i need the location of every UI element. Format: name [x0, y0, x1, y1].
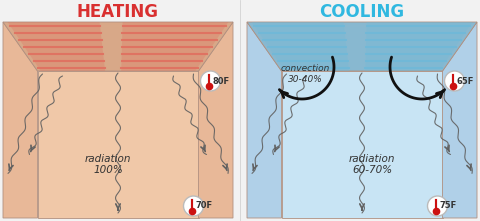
- Polygon shape: [37, 71, 199, 218]
- Polygon shape: [121, 22, 228, 71]
- Text: 80F: 80F: [213, 76, 229, 86]
- Text: convection
30-40%: convection 30-40%: [280, 64, 330, 84]
- Polygon shape: [281, 71, 443, 218]
- Polygon shape: [3, 22, 37, 218]
- Text: HEATING: HEATING: [77, 3, 159, 21]
- Text: radiation
60-70%: radiation 60-70%: [349, 154, 395, 175]
- Polygon shape: [247, 22, 477, 71]
- Polygon shape: [8, 22, 105, 71]
- Polygon shape: [247, 22, 281, 218]
- Text: 65F: 65F: [456, 76, 474, 86]
- Text: radiation
100%: radiation 100%: [85, 154, 131, 175]
- Circle shape: [428, 196, 447, 216]
- Circle shape: [444, 71, 465, 91]
- Circle shape: [201, 71, 220, 91]
- Polygon shape: [252, 22, 349, 71]
- Text: 75F: 75F: [440, 202, 457, 210]
- Polygon shape: [199, 22, 233, 218]
- Circle shape: [183, 196, 204, 216]
- Polygon shape: [3, 22, 233, 71]
- Polygon shape: [365, 22, 472, 71]
- Text: 70F: 70F: [195, 202, 213, 210]
- Polygon shape: [443, 22, 477, 218]
- Text: COOLING: COOLING: [319, 3, 405, 21]
